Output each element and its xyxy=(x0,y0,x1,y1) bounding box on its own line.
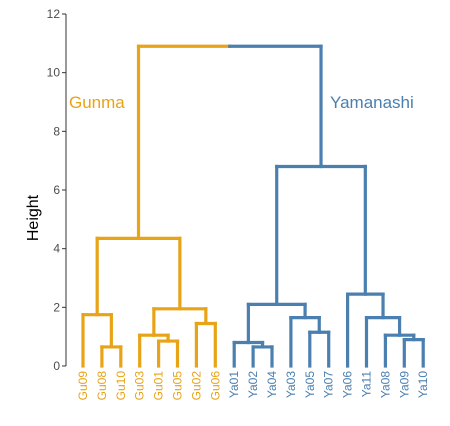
cluster-label-yamanashi: Yamanashi xyxy=(330,93,414,112)
dendrogram-links xyxy=(81,44,425,368)
cluster-labels: Gunma Yamanashi xyxy=(69,93,414,112)
leaf-label: Ya09 xyxy=(397,371,411,398)
leaf-label: Gu06 xyxy=(208,371,222,401)
leaf-label: Gu03 xyxy=(133,371,147,401)
leaf-label: Gu05 xyxy=(171,371,185,401)
y-tick-label: 6 xyxy=(53,183,60,197)
leaf-label: Gu02 xyxy=(189,371,203,401)
y-tick-label: 0 xyxy=(53,359,60,373)
y-tick-label: 2 xyxy=(53,300,60,314)
y-tick-label: 8 xyxy=(53,124,60,138)
cluster-label-gunma: Gunma xyxy=(69,93,125,112)
leaf-label: Gu10 xyxy=(114,371,128,401)
leaf-label: Ya04 xyxy=(265,371,279,398)
y-tick-label: 10 xyxy=(47,66,61,80)
leaf-label: Gu08 xyxy=(95,371,109,401)
leaf-label: Ya11 xyxy=(360,371,374,398)
y-tick-label: 4 xyxy=(53,242,60,256)
leaf-label: Ya10 xyxy=(416,371,430,398)
leaf-label: Ya07 xyxy=(322,371,336,398)
leaf-label: Ya05 xyxy=(303,371,317,398)
leaf-label: Ya02 xyxy=(246,371,260,398)
leaf-label: Gu01 xyxy=(152,371,166,401)
leaf-labels: Gu09 Gu08 Gu10 Gu03 Gu01 Gu05 Gu02 Gu06 Ya01 Ya02… xyxy=(76,371,430,401)
leaf-label: Ya08 xyxy=(378,371,392,398)
leaf-label: Gu09 xyxy=(76,371,90,401)
y-tick-label: 12 xyxy=(47,7,61,21)
leaf-label: Ya06 xyxy=(341,371,355,398)
leaf-label: Ya01 xyxy=(227,371,241,398)
leaf-label: Ya03 xyxy=(284,371,298,398)
y-axis: 0 2 4 6 8 10 12 xyxy=(47,7,67,373)
y-axis-title: Height xyxy=(25,194,42,241)
